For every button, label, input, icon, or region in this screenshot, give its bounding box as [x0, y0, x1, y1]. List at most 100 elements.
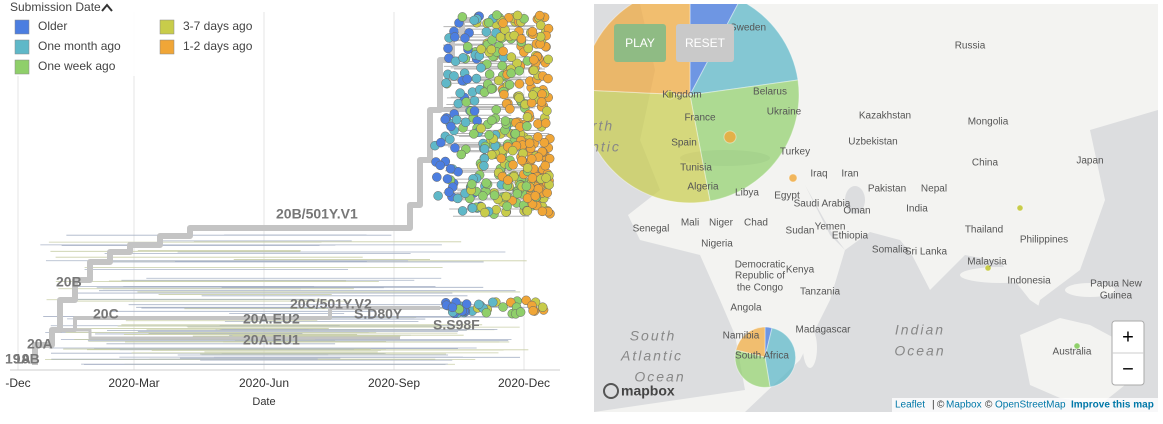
tip	[455, 88, 465, 98]
tip	[479, 161, 489, 171]
tip	[527, 26, 538, 37]
map-label: Mongolia	[968, 117, 1009, 128]
legend-swatch	[14, 39, 30, 55]
tree-trunk	[32, 17, 475, 365]
map-label: Sudan	[786, 226, 815, 237]
tip	[537, 302, 548, 312]
attribution-text: ©	[985, 400, 993, 411]
tip	[524, 138, 535, 148]
tip	[543, 54, 553, 65]
tip	[498, 18, 508, 28]
attribution-link[interactable]: OpenStreetMap	[995, 400, 1066, 411]
clade-label: 20B	[56, 274, 82, 290]
map-label: India	[906, 204, 928, 215]
tip	[522, 121, 532, 132]
reset-label[interactable]: RESET	[685, 36, 726, 50]
map-label: Madagascar	[795, 325, 851, 336]
play-button[interactable]	[614, 24, 666, 62]
tip	[460, 117, 471, 128]
map-label: Iran	[841, 169, 858, 180]
tip	[449, 32, 460, 42]
map-label: Belarus	[753, 87, 787, 98]
clade-label: S.S98F	[433, 317, 480, 333]
tip	[487, 115, 497, 126]
ocean-label: Ocean	[634, 369, 685, 385]
tip	[471, 73, 482, 84]
map-label: Iraq	[810, 169, 827, 180]
tip	[445, 164, 456, 174]
x-tick-label: 2020-Mar	[108, 376, 159, 390]
map-label: Russia	[955, 41, 986, 52]
attribution-link[interactable]: Improve this map	[1071, 400, 1154, 411]
tip	[450, 143, 460, 153]
play-label[interactable]: PLAY	[625, 36, 655, 50]
legend-swatch	[14, 59, 30, 75]
legend-label: 1-2 days ago	[183, 39, 253, 53]
map-label: Australia	[1053, 347, 1092, 358]
tip	[476, 63, 486, 73]
tip	[496, 153, 506, 164]
zoom-in[interactable]: +	[1122, 326, 1134, 348]
tip	[517, 155, 527, 166]
tip	[474, 299, 484, 310]
map-label: Nepal	[921, 184, 947, 195]
map-label: Sweden	[730, 23, 766, 34]
tip	[484, 69, 495, 80]
tip	[460, 33, 470, 43]
islands	[803, 150, 1125, 405]
map-label: Kingdom	[662, 90, 701, 101]
tip	[522, 112, 533, 122]
map-label: Uzbekistan	[848, 137, 897, 148]
attribution-link[interactable]: Mapbox	[946, 400, 982, 411]
tip	[498, 46, 508, 57]
tip	[447, 302, 458, 313]
clade-label: 20C	[93, 306, 119, 322]
mapbox-logo[interactable]: mapbox	[621, 383, 675, 399]
x-tick-label: 2020-Dec	[498, 376, 550, 390]
tip	[514, 79, 525, 89]
attribution-link[interactable]: Leaflet	[895, 400, 925, 411]
tip	[486, 84, 497, 94]
tip	[508, 160, 518, 170]
legend-label: Older	[38, 19, 67, 33]
reset-button[interactable]	[676, 24, 734, 62]
tip	[457, 206, 468, 216]
clade-label: S.D80Y	[354, 306, 403, 322]
ocean-label: Atlantic	[620, 348, 683, 364]
tip	[441, 78, 451, 88]
legend-bg	[0, 0, 260, 76]
map-label: Libya	[735, 188, 759, 199]
clade-label: 19A	[5, 351, 31, 367]
map-label: Turkey	[780, 147, 810, 158]
legend-label: One week ago	[38, 59, 116, 73]
tip	[449, 71, 459, 81]
map-label: Tunisia	[680, 163, 712, 174]
map-controls: PLAY RESET + − mapbox Leaflet | © Mapbox…	[603, 24, 1158, 412]
map-label: Philippines	[1020, 235, 1068, 246]
tip	[515, 307, 526, 317]
tip	[481, 178, 491, 188]
clade-label: 20C/501Y.V2	[290, 296, 372, 312]
tip	[463, 41, 473, 52]
tip	[500, 116, 511, 126]
tip	[497, 60, 507, 71]
map-label: Saudi Arabia	[794, 199, 851, 210]
map-label: Niger	[709, 218, 734, 229]
map-label: Namibia	[723, 331, 760, 342]
tip	[526, 98, 537, 108]
collapse-caret[interactable]	[101, 3, 113, 12]
clade-label: 20A.EU1	[243, 332, 300, 348]
tip	[458, 53, 468, 63]
tip	[446, 121, 456, 132]
map-label: Republic of	[735, 271, 785, 282]
tip	[467, 179, 477, 189]
zoom-out[interactable]: −	[1122, 358, 1134, 380]
map-label: Algeria	[687, 182, 719, 193]
map-label: the Congo	[737, 283, 784, 294]
ocean-label: South	[630, 328, 677, 344]
map-label: Thailand	[965, 225, 1003, 236]
tip	[442, 174, 453, 184]
map-label: Ethiopia	[832, 231, 869, 242]
legend-title[interactable]: Submission Date	[10, 0, 101, 14]
tip	[537, 206, 548, 217]
